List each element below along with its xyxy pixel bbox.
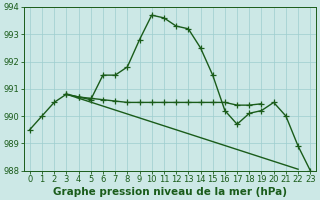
X-axis label: Graphe pression niveau de la mer (hPa): Graphe pression niveau de la mer (hPa) xyxy=(53,187,287,197)
